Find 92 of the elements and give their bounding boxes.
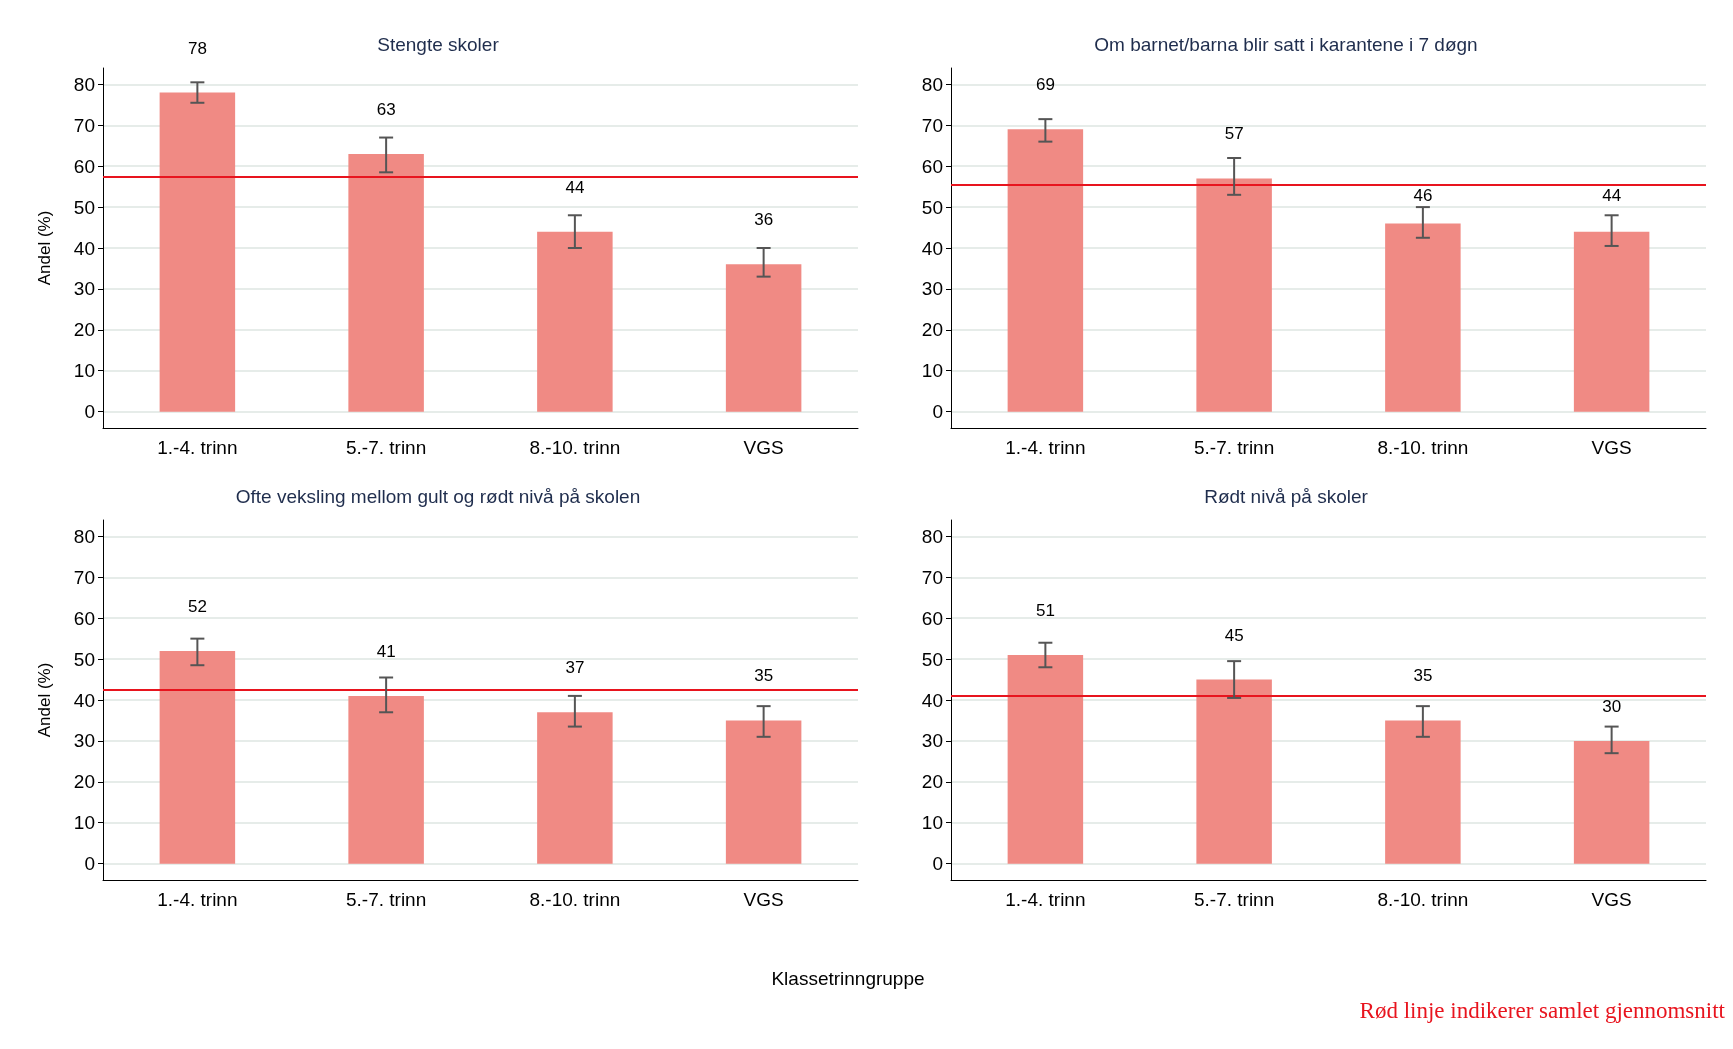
y-tick-label: 30 xyxy=(73,278,95,300)
bar xyxy=(348,695,424,864)
y-tick-label: 40 xyxy=(73,237,95,259)
y-tick-label: 70 xyxy=(921,566,943,588)
x-tick-label: 5.-7. trinn xyxy=(345,437,427,458)
bar xyxy=(1196,178,1272,412)
y-tick-label: 80 xyxy=(73,73,95,95)
data-label: 41 xyxy=(376,641,396,661)
y-tick-label: 80 xyxy=(921,525,943,547)
x-tick-label: 8.-10. trinn xyxy=(529,889,621,910)
bar xyxy=(1007,655,1084,864)
bar xyxy=(537,712,613,864)
y-tick-label: 10 xyxy=(73,812,95,834)
data-label: 36 xyxy=(754,210,774,230)
x-tick-label: 5.-7. trinn xyxy=(1193,437,1275,458)
text: Rød linje indikerer samlet gjennomsnitt xyxy=(1359,998,1725,1024)
chart-title: Rødt nivå på skoler xyxy=(1204,486,1369,507)
y-tick-label: 30 xyxy=(921,730,943,752)
bar xyxy=(1385,720,1461,864)
data-label: 44 xyxy=(565,177,585,197)
x-axis-title: Klassetrinngruppe xyxy=(770,968,926,990)
y-tick-label: 50 xyxy=(73,648,95,670)
bar xyxy=(159,650,236,864)
y-tick-label: 40 xyxy=(921,689,943,711)
y-tick-label: 20 xyxy=(73,771,95,793)
x-tick-label: 1.-4. trinn xyxy=(1005,437,1086,458)
y-tick-label: 10 xyxy=(921,812,943,834)
y-tick-label: 40 xyxy=(73,689,95,711)
data-label: 78 xyxy=(187,38,207,58)
x-tick-label: 5.-7. trinn xyxy=(345,889,427,910)
x-tick-label: 1.-4. trinn xyxy=(157,437,238,458)
x-tick-label: 1.-4. trinn xyxy=(1005,889,1086,910)
y-tick-label: 80 xyxy=(73,525,95,547)
chart-title: Om barnet/barna blir satt i karantene i 7 døgn xyxy=(1094,34,1478,55)
data-label: 45 xyxy=(1224,625,1244,645)
x-tick-label: VGS xyxy=(1591,889,1632,910)
y-tick-label: 50 xyxy=(73,196,95,218)
y-tick-label: 20 xyxy=(921,319,943,341)
data-label: 69 xyxy=(1035,75,1055,95)
y-tick-label: 60 xyxy=(921,155,943,177)
y-tick-label: 40 xyxy=(921,237,943,259)
bar xyxy=(725,720,802,864)
bar xyxy=(1573,740,1650,864)
bar xyxy=(725,264,802,412)
x-tick-label: 1.-4. trinn xyxy=(157,889,238,910)
data-label: 37 xyxy=(565,658,585,678)
x-tick-label: VGS xyxy=(1591,437,1632,458)
bar xyxy=(537,231,613,412)
x-tick-label: 5.-7. trinn xyxy=(1193,889,1275,910)
data-label: 44 xyxy=(1602,185,1622,205)
y-tick-label: 50 xyxy=(921,648,943,670)
bar xyxy=(1385,223,1461,412)
x-tick-label: VGS xyxy=(743,437,784,458)
bar xyxy=(159,92,236,412)
chart-title: Ofte veksling mellom gult og rødt nivå på skolen xyxy=(235,486,641,507)
chart-title: Stengte skoler xyxy=(377,34,500,55)
x-tick-label: 8.-10. trinn xyxy=(1377,437,1469,458)
data-label: 35 xyxy=(754,666,774,686)
y-tick-label: 70 xyxy=(73,114,95,136)
bar xyxy=(1196,679,1272,864)
data-label: 46 xyxy=(1413,185,1433,205)
x-tick-label: VGS xyxy=(743,889,784,910)
y-axis-title: Andel (%) xyxy=(35,210,54,286)
y-tick-label: 50 xyxy=(921,196,943,218)
y-axis-title: Andel (%) xyxy=(35,662,54,738)
y-tick-label: 0 xyxy=(932,401,943,423)
y-tick-label: 60 xyxy=(73,155,95,177)
bar xyxy=(1573,231,1650,412)
data-label: 63 xyxy=(376,99,396,119)
y-tick-label: 30 xyxy=(921,278,943,300)
y-tick-label: 0 xyxy=(932,853,943,875)
y-tick-label: 20 xyxy=(73,319,95,341)
y-tick-label: 10 xyxy=(921,360,943,382)
y-tick-label: 60 xyxy=(921,607,943,629)
bar xyxy=(348,153,424,412)
y-tick-label: 70 xyxy=(73,566,95,588)
data-label: 57 xyxy=(1224,124,1244,144)
y-tick-label: 80 xyxy=(921,73,943,95)
y-tick-label: 30 xyxy=(73,730,95,752)
bar xyxy=(1007,129,1084,412)
y-tick-label: 0 xyxy=(84,401,95,423)
data-label: 30 xyxy=(1602,696,1622,716)
x-tick-label: 8.-10. trinn xyxy=(529,437,621,458)
y-tick-label: 0 xyxy=(84,853,95,875)
data-label: 51 xyxy=(1035,601,1055,620)
data-label: 52 xyxy=(187,596,207,616)
y-tick-label: 60 xyxy=(73,607,95,629)
y-tick-label: 10 xyxy=(73,360,95,382)
data-label: 35 xyxy=(1413,666,1433,686)
x-tick-label: 8.-10. trinn xyxy=(1377,889,1469,910)
y-tick-label: 70 xyxy=(921,114,943,136)
y-tick-label: 20 xyxy=(921,771,943,793)
